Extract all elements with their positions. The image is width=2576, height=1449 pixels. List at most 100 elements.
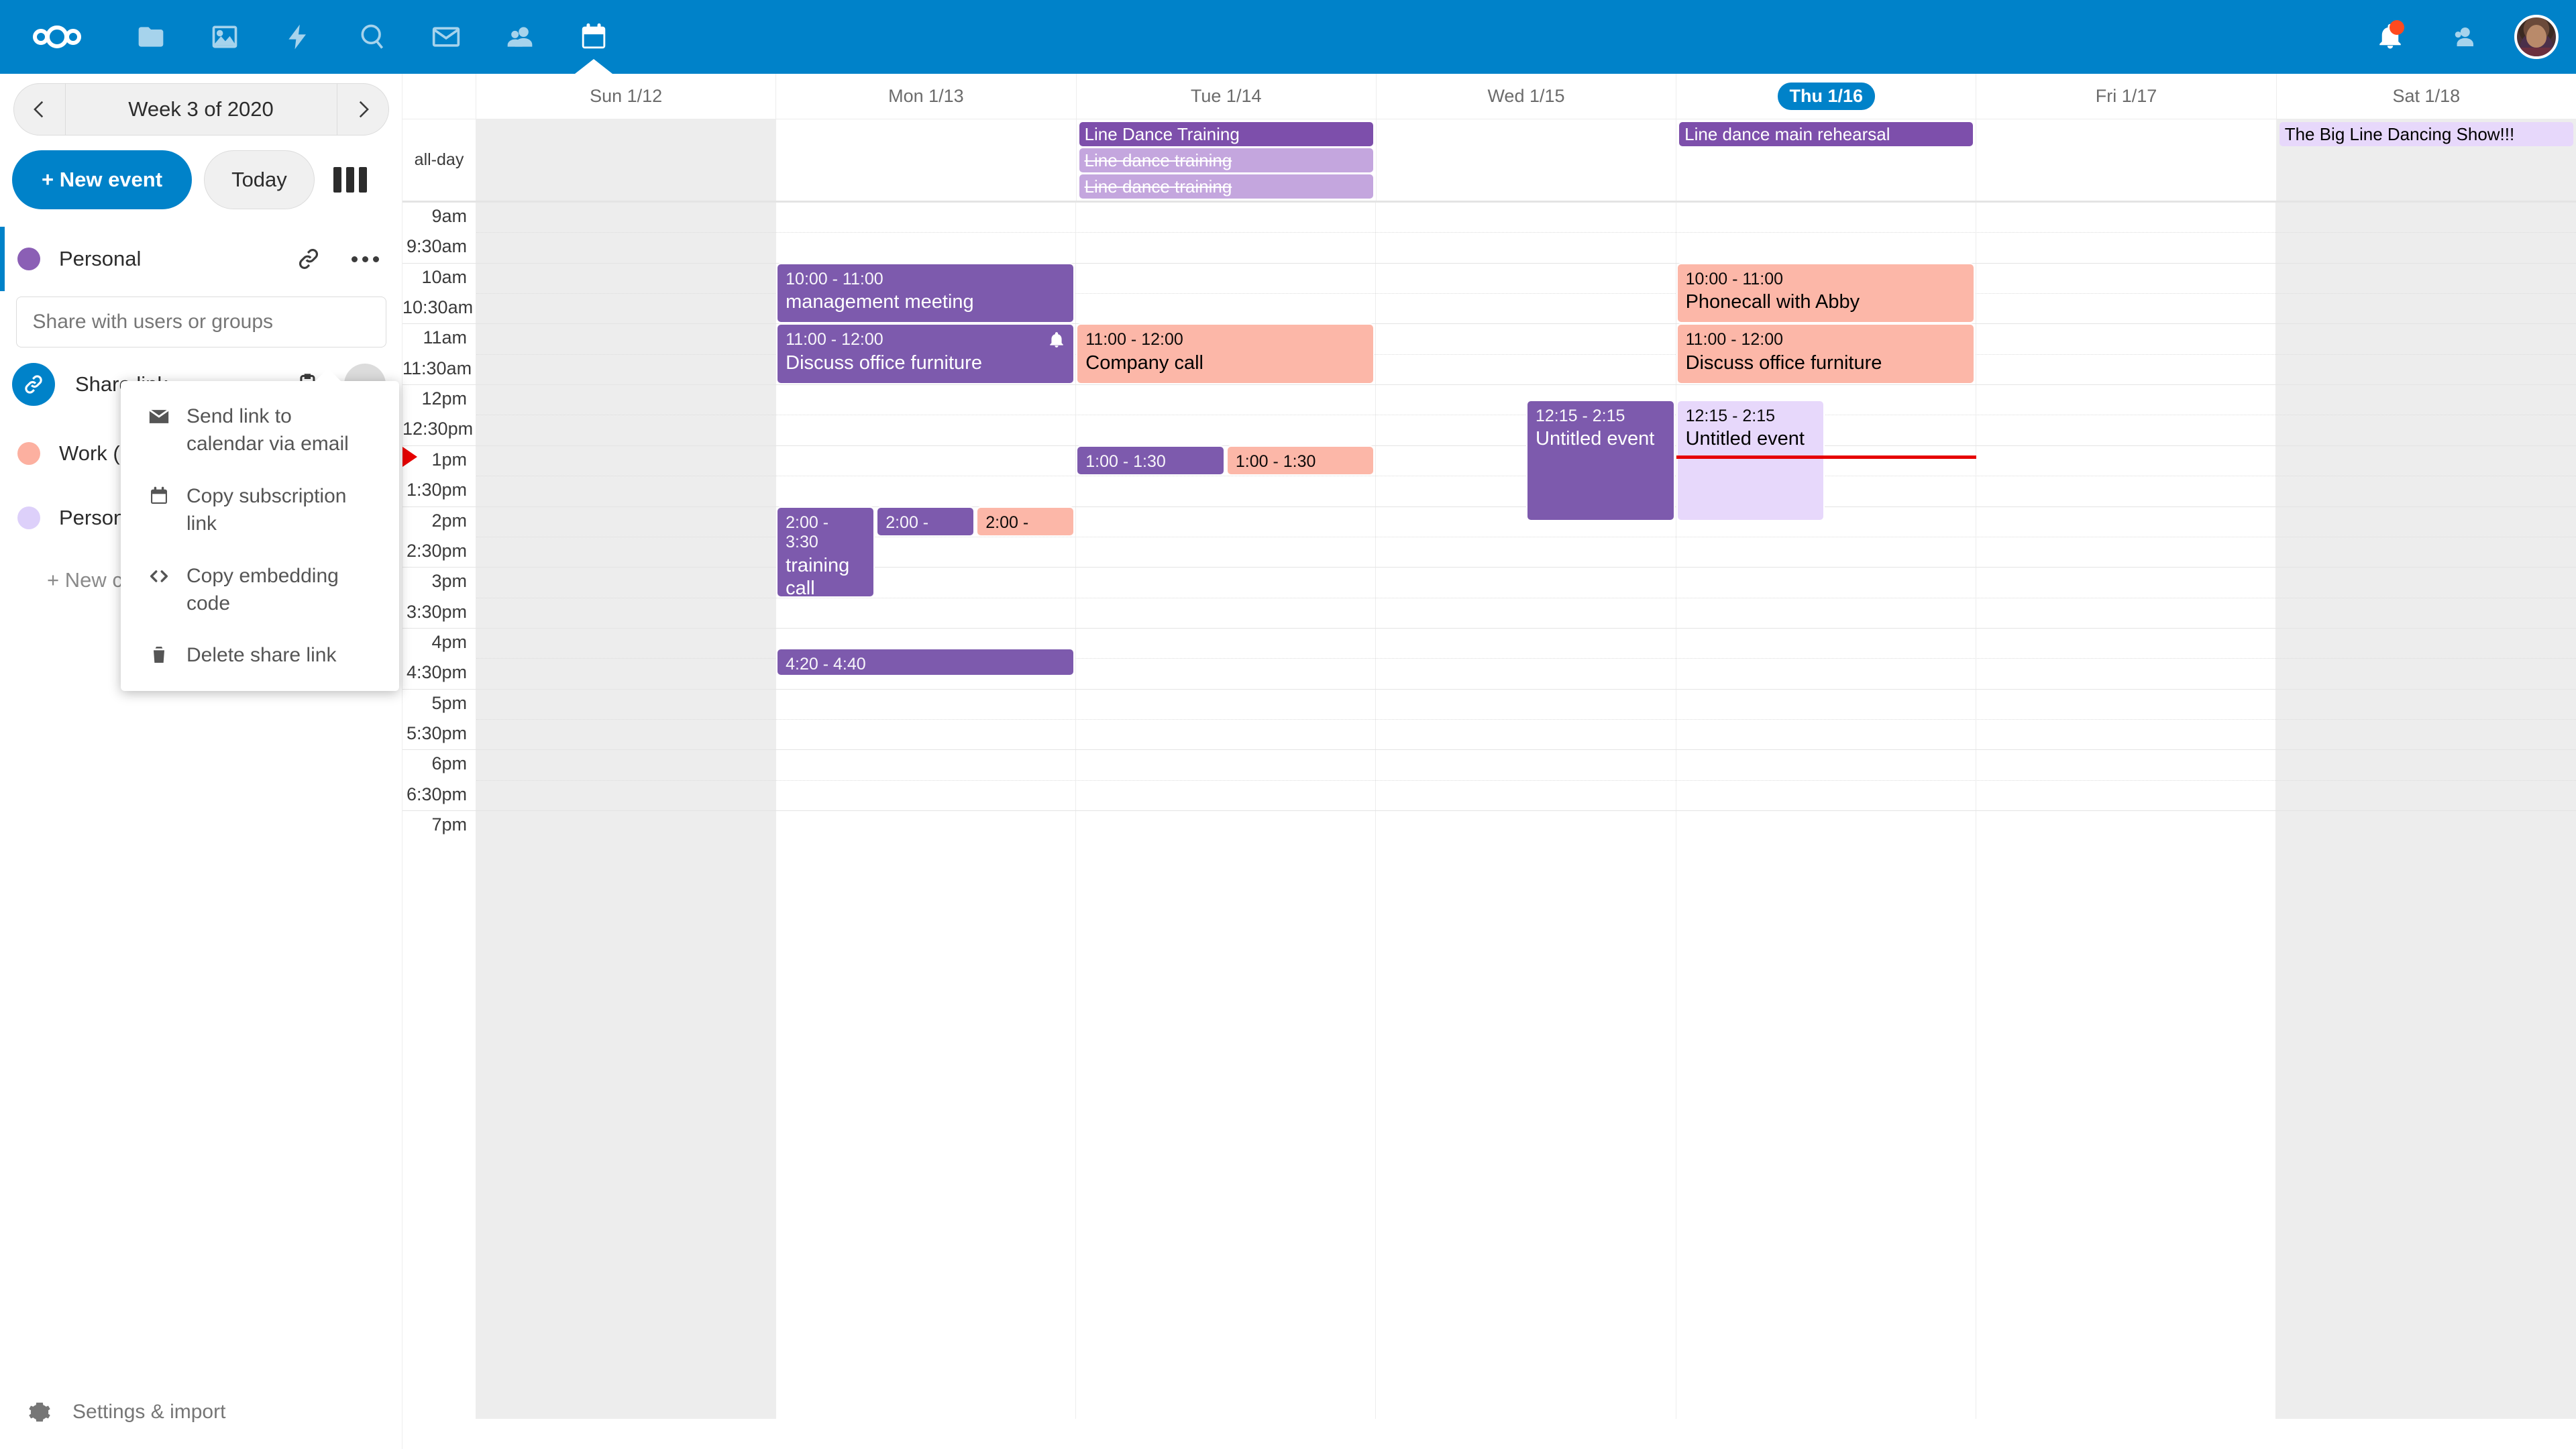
all-day-event[interactable]: Line dance training xyxy=(1079,148,1373,172)
calendar-event[interactable]: 12:15 - 2:15 Untitled event xyxy=(1526,399,1675,522)
hour-gridline xyxy=(402,688,2576,690)
new-event-button[interactable]: + New event xyxy=(12,150,193,209)
calendar-event[interactable]: 1:00 - 1:30 Discuss project announcement xyxy=(1226,445,1375,476)
day-header-4[interactable]: Thu 1/16 xyxy=(1676,74,1977,119)
calendar-icon[interactable] xyxy=(557,0,631,74)
menu-item-send-link-email[interactable]: Send link to calendar via email xyxy=(121,390,399,470)
current-time-marker xyxy=(402,447,417,468)
all-day-column-5[interactable] xyxy=(1976,119,2277,201)
day-label: Tue 1/14 xyxy=(1190,86,1262,106)
event-title: Untitled event xyxy=(1536,428,1655,450)
photos-icon[interactable] xyxy=(188,0,262,74)
calendar-color-dot xyxy=(17,248,40,270)
half-hour-gridline xyxy=(476,658,2576,659)
week-navigation: Week 3 of 2020 xyxy=(13,83,389,136)
day-header-3[interactable]: Wed 1/15 xyxy=(1377,74,1677,119)
nextcloud-logo[interactable] xyxy=(0,25,114,48)
next-week-button[interactable] xyxy=(337,84,388,135)
calendar-event[interactable]: 2:00 - 2:30check-in xyxy=(976,506,1075,537)
menu-item-copy-subscription-link[interactable]: Copy subscription link xyxy=(121,470,399,550)
calendar-event[interactable]: 11:00 - 12:00 Discuss office furniture xyxy=(1676,323,1975,385)
event-title: Discuss office furniture xyxy=(786,352,982,374)
all-day-event[interactable]: The Big Line Dancing Show!!! xyxy=(2279,122,2573,146)
contacts-icon[interactable] xyxy=(483,0,557,74)
half-hour-gridline xyxy=(476,718,2576,720)
half-hour-gridline xyxy=(476,354,2576,355)
all-day-column-6[interactable]: The Big Line Dancing Show!!! xyxy=(2276,119,2576,201)
day-label: Sat 1/18 xyxy=(2392,86,2461,106)
all-day-column-2[interactable]: Line Dance Training Line dance training Li… xyxy=(1077,119,1377,201)
event-title: Discuss project announcement xyxy=(1236,473,1366,474)
event-time: 11:00 - 12:00 xyxy=(786,330,883,350)
day-header-2[interactable]: Tue 1/14 xyxy=(1077,74,1377,119)
all-day-column-1[interactable] xyxy=(776,119,1077,201)
sidebar-action-row: + New event Today xyxy=(12,150,402,209)
time-label: 9:30am xyxy=(406,236,467,257)
week-label[interactable]: Week 3 of 2020 xyxy=(64,84,337,135)
event-title: Discuss office furniture xyxy=(1685,352,1882,374)
time-label: 4pm xyxy=(431,631,467,652)
settings-and-import-button[interactable]: Settings & import xyxy=(0,1375,402,1449)
day-header-1[interactable]: Mon 1/13 xyxy=(776,74,1077,119)
sidebar-item-calendar-personal[interactable]: Personal xyxy=(0,227,402,291)
menu-item-label: Send link to calendar via email xyxy=(186,405,349,455)
hour-gridline xyxy=(402,810,2576,811)
calendar-event[interactable]: 2:00 - 3:30 training call xyxy=(776,506,875,598)
topbar-right-group xyxy=(2353,0,2576,74)
share-with-users-input[interactable] xyxy=(15,297,386,347)
all-day-column-3[interactable] xyxy=(1377,119,1677,201)
mail-icon[interactable] xyxy=(409,0,483,74)
settings-label: Settings & import xyxy=(72,1401,226,1423)
today-button[interactable]: Today xyxy=(204,150,315,209)
all-day-column-0[interactable] xyxy=(476,119,777,201)
event-title: management meeting xyxy=(786,291,974,313)
time-label: 3pm xyxy=(431,571,467,592)
time-label: 2:30pm xyxy=(406,540,467,561)
time-grid-scroll[interactable]: 9am 9:30am 10am 10:30am 11am 11:30am 12pm 12:30… xyxy=(402,202,2576,1449)
calendar-event[interactable]: 11:00 - 12:00 Company call xyxy=(1076,323,1375,385)
contacts-menu-icon[interactable] xyxy=(2427,0,2501,74)
share-link-actions-menu: Send link to calendar via email Copy sub… xyxy=(121,368,399,691)
event-time: 11:00 - 12:00 xyxy=(1085,330,1183,350)
calendar-color-dot xyxy=(17,506,40,529)
notification-badge-dot xyxy=(2390,20,2404,35)
menu-item-delete-share-link[interactable]: Delete share link xyxy=(121,629,399,681)
day-header-6[interactable]: Sat 1/18 xyxy=(2277,74,2576,119)
prev-week-button[interactable] xyxy=(14,84,65,135)
view-toggle-icon[interactable] xyxy=(327,156,374,203)
search-app-icon[interactable] xyxy=(335,0,409,74)
calendar-event[interactable]: 4:20 - 4:40purchasing dept conversation xyxy=(776,648,1075,677)
day-header-row: Sun 1/12 Mon 1/13 Tue 1/14 Wed 1/15 Thu 1/16… xyxy=(402,74,2576,119)
hour-gridline xyxy=(402,627,2576,629)
day-header-0[interactable]: Sun 1/12 xyxy=(476,74,777,119)
calendar-event[interactable]: 10:00 - 11:00 management meeting xyxy=(776,262,1075,324)
activity-icon[interactable] xyxy=(262,0,335,74)
calendar-event[interactable]: 10:00 - 11:00 Phonecall with Abby xyxy=(1676,262,1975,324)
notifications-bell-icon[interactable] xyxy=(2353,0,2427,74)
code-icon xyxy=(141,562,177,588)
all-day-event[interactable]: Line dance training xyxy=(1079,174,1373,199)
new-calendar-button[interactable]: + New c xyxy=(47,568,123,592)
time-label: 6:30pm xyxy=(406,784,467,804)
event-time: 10:00 - 11:00 xyxy=(1685,269,1784,288)
calendar-more-actions-icon[interactable] xyxy=(344,238,386,280)
current-time-line xyxy=(1676,455,1976,460)
share-link-icon[interactable] xyxy=(288,238,329,280)
menu-item-copy-embedding-code[interactable]: Copy embedding code xyxy=(121,550,399,630)
day-header-5[interactable]: Fri 1/17 xyxy=(1976,74,2277,119)
hour-gridline xyxy=(402,202,2576,203)
files-icon[interactable] xyxy=(114,0,188,74)
all-day-row: all-day Line Dance Training Line dance tr… xyxy=(402,119,2576,202)
all-day-column-4[interactable]: Line dance main rehearsal xyxy=(1676,119,1977,201)
all-day-event[interactable]: Line dance main rehearsal xyxy=(1679,122,1974,146)
sidebar: Week 3 of 2020 + New event Today Persona… xyxy=(0,74,402,1449)
event-time: 2:00 - 2:30 xyxy=(885,513,929,535)
avatar[interactable] xyxy=(2514,15,2559,59)
all-day-event[interactable]: Line Dance Training xyxy=(1079,122,1373,146)
trash-icon xyxy=(141,641,177,665)
calendar-event[interactable]: 2:00 - 2:30check-in xyxy=(876,506,975,537)
calendar-event[interactable]: 11:00 - 12:00 Discuss office furniture xyxy=(776,323,1075,385)
calendar-event[interactable]: 12:15 - 2:15 Untitled event xyxy=(1676,399,1825,522)
calendar-event[interactable]: 1:00 - 1:30 Discuss project announcement xyxy=(1076,445,1225,476)
calendar-actions xyxy=(288,238,386,280)
